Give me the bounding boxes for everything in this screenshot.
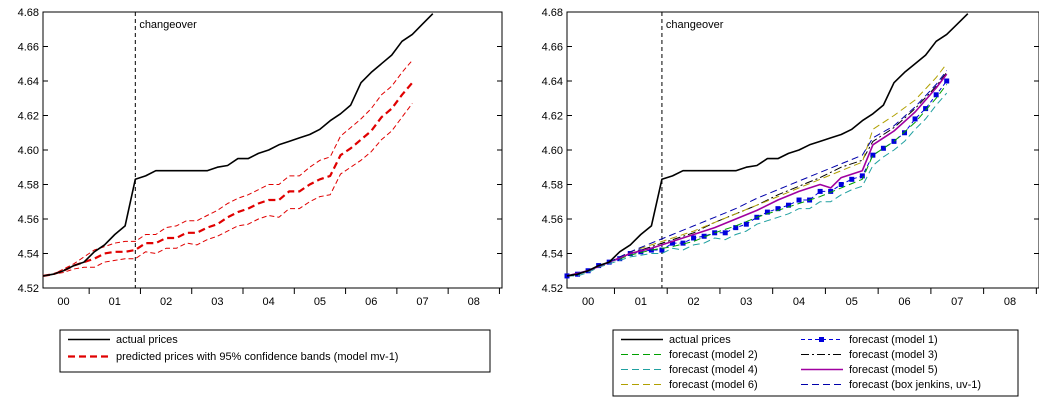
series-marker	[944, 78, 950, 84]
y-tick-label: 4.52	[18, 283, 39, 295]
legend-box	[59, 329, 491, 373]
series-marker	[785, 202, 791, 208]
series-marker	[701, 233, 707, 239]
series-line	[566, 84, 948, 277]
series-marker	[891, 138, 897, 144]
legend-label: forecast (model 2)	[669, 349, 758, 361]
series-marker	[870, 152, 876, 158]
x-tick-label: 04	[793, 296, 805, 308]
x-tick-label: 06	[898, 296, 910, 308]
x-tick-label: 01	[109, 296, 121, 308]
y-tick-label: 4.66	[18, 42, 39, 54]
series-line	[42, 103, 413, 277]
legend-label: actual prices	[116, 334, 178, 346]
series-line	[566, 63, 948, 277]
x-tick-label: 05	[846, 296, 858, 308]
series-marker	[859, 173, 865, 179]
legend-label: actual prices	[669, 334, 731, 346]
y-tick-label: 4.58	[18, 180, 39, 192]
series-marker	[669, 240, 675, 246]
x-tick-label: 07	[416, 296, 428, 308]
x-tick-label: 03	[740, 296, 752, 308]
series-marker	[722, 230, 728, 236]
x-tick-label: 00	[582, 296, 594, 308]
series-line	[566, 70, 948, 277]
series-line	[566, 73, 948, 277]
series-marker	[733, 225, 739, 231]
x-tick-label: 02	[687, 296, 699, 308]
x-tick-label: 07	[951, 296, 963, 308]
legend-label: forecast (model 3)	[849, 349, 938, 361]
series-line	[42, 81, 414, 277]
y-tick-label: 4.64	[18, 76, 39, 88]
y-tick-label: 4.56	[18, 214, 39, 226]
series-marker	[743, 221, 749, 227]
y-tick-label: 4.68	[542, 7, 563, 19]
plot-area	[566, 11, 1039, 289]
series-marker	[880, 145, 886, 151]
y-tick-label: 4.52	[542, 283, 563, 295]
series-marker	[828, 188, 834, 194]
legend-label: forecast (model 5)	[849, 364, 938, 376]
y-tick-label: 4.66	[542, 42, 563, 54]
changeover-label: changeover	[139, 19, 197, 31]
series-marker	[796, 197, 802, 203]
x-tick-label: 06	[365, 296, 377, 308]
legend-label: forecast (model 1)	[849, 334, 938, 346]
series-marker	[659, 247, 665, 253]
x-tick-label: 08	[468, 296, 480, 308]
legend-label: forecast (box jenkins, uv-1)	[849, 379, 981, 391]
x-tick-label: 03	[211, 296, 223, 308]
series-marker	[933, 92, 939, 98]
series-marker	[912, 116, 918, 122]
series-marker	[691, 235, 697, 241]
series-marker	[638, 249, 644, 255]
x-tick-label: 05	[314, 296, 326, 308]
series-marker	[923, 106, 929, 112]
legend-marker	[819, 337, 824, 342]
plot-area	[42, 11, 503, 289]
series-marker	[764, 209, 770, 215]
changeover-label: changeover	[666, 19, 724, 31]
chart-left: 4.52 4.54 4.56 4.58 4.60 4.62 4.64 4.66 4.68 00 01…	[18, 7, 503, 373]
series-marker	[838, 182, 844, 187]
x-tick-label: 08	[1004, 296, 1016, 308]
y-tick-label: 4.68	[18, 7, 39, 19]
series-line	[566, 80, 948, 277]
y-tick-label: 4.54	[542, 249, 563, 261]
x-tick-label: 00	[57, 296, 69, 308]
y-tick-label: 4.60	[18, 145, 39, 157]
legend-label: predicted prices with 95% confidence ban…	[116, 351, 398, 363]
series-marker	[849, 176, 855, 182]
series-line	[566, 72, 948, 277]
y-tick-label: 4.62	[18, 111, 39, 123]
series-marker	[902, 130, 908, 136]
series-line	[42, 13, 434, 277]
legend-label: forecast (model 4)	[669, 364, 758, 376]
legend-label: forecast (model 6)	[669, 379, 758, 391]
series-line	[566, 13, 969, 277]
series-marker	[817, 188, 823, 194]
x-tick-label: 01	[635, 296, 647, 308]
chart-right: 4.52 4.54 4.56 4.58 4.60 4.62 4.64 4.66 4.68 00 01…	[542, 7, 1039, 397]
series-marker	[775, 206, 781, 212]
y-tick-label: 4.62	[542, 111, 563, 123]
y-tick-label: 4.60	[542, 145, 563, 157]
y-tick-label: 4.54	[18, 249, 39, 261]
y-tick-label: 4.58	[542, 180, 563, 192]
series-line	[567, 92, 948, 277]
series-line	[42, 59, 413, 277]
x-tick-label: 04	[263, 296, 275, 308]
y-tick-label: 4.64	[542, 76, 563, 88]
x-tick-label: 02	[160, 296, 172, 308]
y-tick-label: 4.56	[542, 214, 563, 226]
series-marker	[680, 240, 686, 246]
